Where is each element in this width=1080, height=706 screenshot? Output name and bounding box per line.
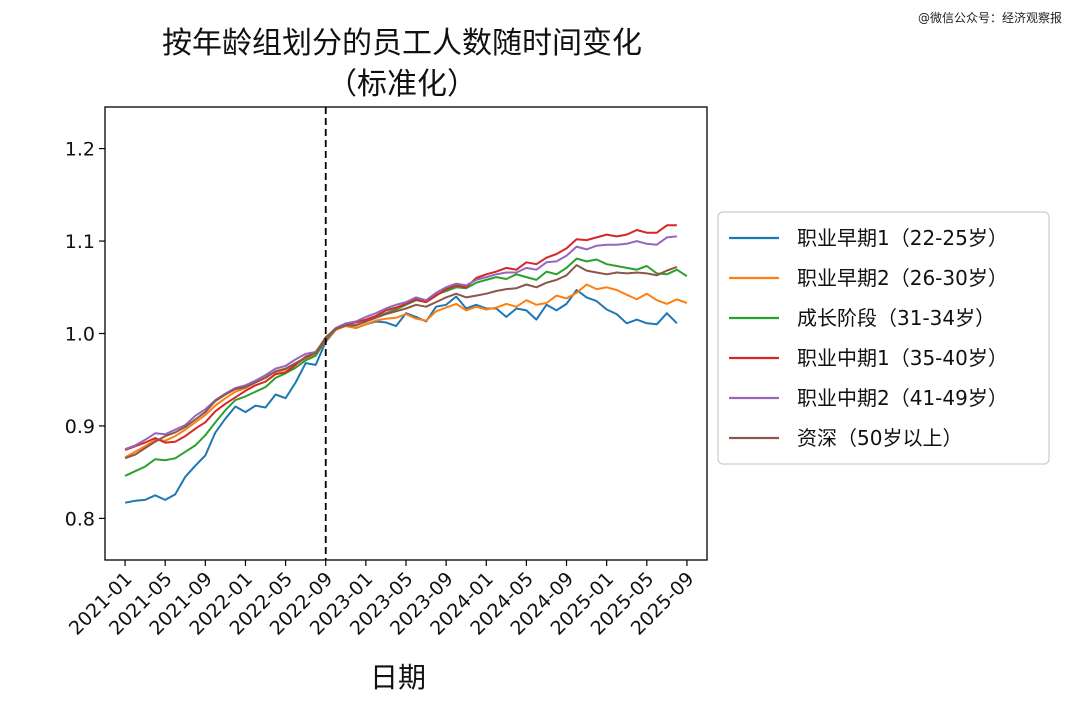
series-line-2 [124,283,688,459]
y-tick-label: 1.0 [65,324,95,346]
legend: 职业早期1（22-25岁） 职业早期2（26-30岁） 成长阶段（31-34岁） 职业… [717,211,1050,465]
chart-title-line-1: 按年龄组划分的员工人数随时间变化 [162,26,642,61]
plot-frame [104,106,708,561]
series-line-4 [124,224,677,451]
legend-label: 职业早期2（26-30岁） [797,266,1008,290]
x-axis-label: 日期 [370,661,426,694]
series-line-1 [124,289,678,504]
y-tick-label: 1.2 [65,139,95,161]
series-line-6 [124,264,678,460]
series-layer [124,224,688,504]
y-tick-label: 0.8 [65,508,95,530]
series-line-5 [124,235,677,451]
chart-title-line-2: （标准化） [327,67,477,102]
legend-label: 成长阶段（31-34岁） [797,306,995,330]
y-tick-label: 1.1 [65,231,95,253]
series-line-3 [124,257,688,477]
legend-box [717,211,1050,465]
y-tick-label: 0.9 [65,416,95,438]
legend-label: 职业中期1（35-40岁） [797,346,1008,370]
y-axis: 0.8 0.9 1.0 1.1 1.2 [65,139,105,530]
legend-label: 资深（50岁以上） [797,426,962,450]
x-axis: 2021-012021-052021-092022-012022-052022-… [65,560,698,640]
legend-label: 职业中期2（41-49岁） [797,386,1008,410]
watermark: @微信公众号：经济观察报 [918,10,1062,25]
legend-label: 职业早期1（22-25岁） [797,226,1008,250]
